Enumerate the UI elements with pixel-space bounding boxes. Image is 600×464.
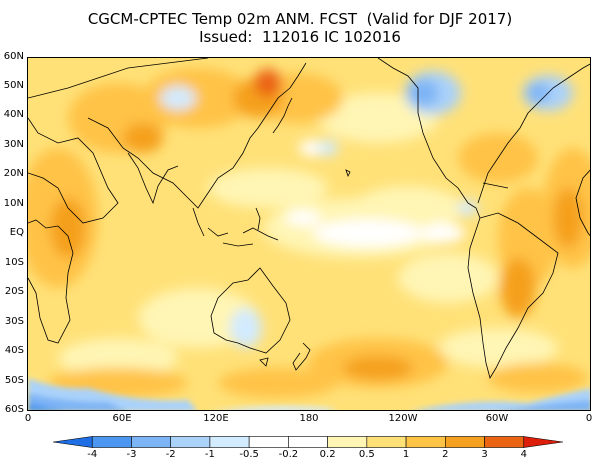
south-america-outline (467, 212, 559, 380)
lon-label: 0 (24, 413, 32, 424)
hawaii-outline (345, 169, 351, 178)
lat-label: EQ (9, 227, 24, 238)
lat-label: 10S (4, 257, 24, 268)
southeast-asia-outline (192, 207, 279, 247)
lat-label: 10N (3, 198, 24, 209)
legend-swatch (327, 436, 368, 448)
lon-label: 120W (388, 413, 418, 424)
legend-label: -4 (87, 449, 98, 460)
lat-label: 50N (3, 80, 24, 91)
lat-label: 40S (4, 345, 24, 356)
central-america-outline (467, 182, 509, 219)
legend-label: 1 (402, 449, 410, 460)
anomaly-map (28, 58, 590, 410)
legend-swatch (53, 436, 93, 448)
africa-west-outline (28, 117, 119, 224)
legend-label: -3 (126, 449, 137, 460)
legend-label: 0.5 (358, 449, 375, 460)
lat-label: 60N (3, 51, 24, 62)
legend-swatch (170, 436, 211, 448)
color-legend (53, 436, 563, 448)
legend-label: 4 (520, 449, 527, 460)
legend-label: -0.5 (239, 449, 259, 460)
map-panel (27, 57, 591, 411)
japan-outline (272, 97, 293, 134)
legend-swatch (131, 436, 171, 448)
lat-label: 20N (3, 168, 24, 179)
legend-label: 2 (442, 449, 449, 460)
coastlines (28, 58, 590, 380)
north-america-outline (377, 58, 590, 204)
lat-label: 30N (3, 139, 24, 150)
legend-swatch (248, 436, 289, 448)
map-title: CGCM-CPTEC Temp 02m ANM. FCST (Valid for… (0, 10, 600, 46)
anomaly-patches (28, 68, 590, 398)
legend-label: -2 (165, 449, 176, 460)
legend-swatch (209, 436, 250, 448)
lat-label: 40N (3, 109, 24, 120)
eurasia-outline (28, 58, 307, 209)
lon-label: 60E (112, 413, 132, 424)
legend-swatch (445, 436, 485, 448)
lat-label: 60S (4, 404, 24, 415)
legend-swatch (484, 436, 525, 448)
africa-outline (28, 219, 74, 344)
lon-label: 0 (585, 413, 593, 424)
legend-swatch (91, 436, 132, 448)
west-africa-right-outline (575, 169, 590, 237)
legend-label: 0.2 (319, 449, 336, 460)
lat-label: 20S (4, 286, 24, 297)
legend-label: 3 (481, 449, 488, 460)
legend-swatch (405, 436, 446, 448)
legend-label: -1 (204, 449, 215, 460)
australia-outline (210, 267, 291, 354)
lon-label: 180 (299, 413, 319, 424)
india-outline (127, 152, 179, 205)
legend-label: -0.2 (278, 449, 299, 460)
tasmania-outline (259, 357, 269, 367)
lat-label: 30S (4, 316, 24, 327)
new-zealand-outline (292, 342, 311, 371)
lon-label: 60W (485, 413, 509, 424)
legend-swatch (288, 436, 328, 448)
title-line-1: CGCM-CPTEC Temp 02m ANM. FCST (Valid for… (87, 10, 513, 28)
title-line-2: Issued: 112016 IC 102016 (199, 28, 401, 46)
legend-swatch (366, 436, 407, 448)
lon-label: 120E (203, 413, 229, 424)
lat-label: 50S (4, 375, 24, 386)
legend-swatch (523, 436, 563, 448)
southern-cold-band (28, 378, 590, 410)
